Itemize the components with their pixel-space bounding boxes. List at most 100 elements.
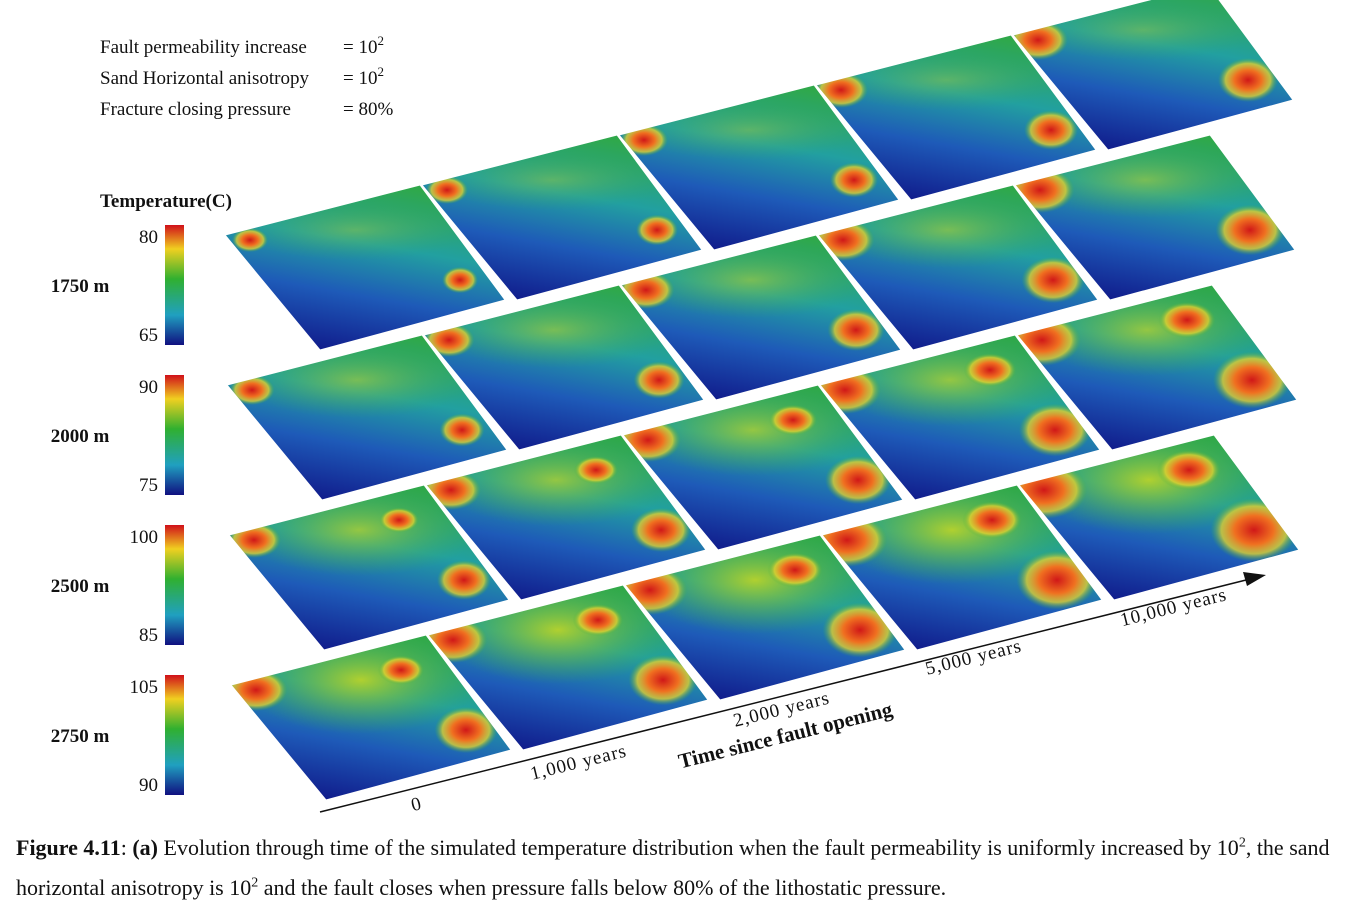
colorbar-title: Temperature(C) <box>100 191 232 212</box>
hot-spot <box>633 361 685 399</box>
surface-panel <box>625 535 905 700</box>
hot-spot <box>434 706 498 754</box>
depth-label: 2000 m <box>51 426 110 447</box>
colorbar-min: 90 <box>139 775 158 796</box>
colorbar <box>165 375 184 495</box>
hot-spot <box>231 669 288 711</box>
hot-spot <box>822 602 898 658</box>
warm-zone <box>235 200 475 260</box>
panel-edge <box>427 584 709 751</box>
panel-edge <box>821 484 1103 651</box>
hot-spot <box>574 456 618 484</box>
warm-zone <box>432 150 672 210</box>
hot-spot <box>1024 110 1078 150</box>
param-name: Fracture closing pressure <box>100 99 291 120</box>
panel-edge <box>230 634 512 801</box>
hot-spot <box>825 455 891 505</box>
panel-edge <box>421 134 703 301</box>
hot-spot <box>1158 301 1216 339</box>
panel-edge <box>819 334 1101 501</box>
param-exponent: 2 <box>377 33 384 48</box>
colorbar-max: 100 <box>130 527 159 548</box>
surface-panel <box>227 335 507 500</box>
hot-spot <box>377 655 425 685</box>
hot-spot <box>426 176 468 204</box>
hot-spot <box>631 508 691 552</box>
param-name: Fault permeability increase <box>100 37 307 58</box>
panel-edge <box>423 284 705 451</box>
caption-text: and the fault closes when pressure falls… <box>258 875 947 900</box>
surface-panel <box>229 485 509 650</box>
panel-edge <box>224 184 506 351</box>
panel-edge <box>817 184 1099 351</box>
panel-edge <box>620 234 902 401</box>
warm-zone <box>629 100 869 160</box>
hot-spot <box>229 522 281 558</box>
caption-sup: 2 <box>1238 835 1246 851</box>
surface-panel <box>621 235 901 400</box>
depth-label: 2750 m <box>51 726 110 747</box>
panel-edge <box>425 434 707 601</box>
hot-spot <box>767 552 823 588</box>
hot-spot <box>439 413 485 447</box>
param-name: Sand Horizontal anisotropy <box>100 68 309 89</box>
surface-panel <box>822 485 1102 650</box>
param-value: = 80% <box>343 99 393 120</box>
panel-edge <box>618 84 900 251</box>
time-axis <box>319 578 1251 813</box>
colorbar-min: 75 <box>139 475 158 496</box>
hot-spot <box>768 404 818 436</box>
colorbar <box>165 675 184 795</box>
hot-spot <box>379 507 419 533</box>
hot-spot <box>628 654 698 706</box>
panel-edge <box>1014 134 1296 301</box>
panel-edge <box>1012 0 1294 151</box>
colorbar-min: 85 <box>139 625 158 646</box>
caption-text: (a) <box>132 835 158 860</box>
hot-spot <box>1215 204 1285 256</box>
panel-edge <box>1016 284 1298 451</box>
time-label: 0 <box>409 793 424 816</box>
colorbar-max: 105 <box>130 677 159 698</box>
panel-edge <box>624 534 906 701</box>
depth-label: 1750 m <box>51 276 110 297</box>
hot-spot <box>442 266 478 294</box>
time-arrow <box>1243 572 1266 586</box>
panel-edge <box>1018 434 1300 601</box>
param-value: = 102 <box>343 64 384 89</box>
colorbar-max: 80 <box>139 227 158 248</box>
panels <box>224 0 1300 801</box>
caption-sup: 2 <box>251 875 259 891</box>
param-exponent: 2 <box>377 64 384 79</box>
hot-spot <box>962 501 1022 539</box>
hot-spot <box>229 375 275 405</box>
colorbar-max: 90 <box>139 377 158 398</box>
depth-label: 2500 m <box>51 576 110 597</box>
param-value: = 102 <box>343 33 384 58</box>
hot-spot <box>437 560 491 600</box>
panel-edge <box>815 34 1097 201</box>
colorbar <box>165 525 184 645</box>
hot-spot <box>830 162 878 198</box>
colorbar-min: 65 <box>139 325 158 346</box>
hot-spot <box>963 353 1017 387</box>
hot-spot <box>636 214 678 246</box>
colorbar <box>165 225 184 345</box>
hot-spot <box>827 309 885 351</box>
hot-spot <box>1021 256 1085 304</box>
hot-spot <box>1218 58 1278 102</box>
panel-edge <box>228 484 510 651</box>
caption-text: Evolution through time of the simulated … <box>158 835 1239 860</box>
caption: Figure 4.11: (a) Evolution through time … <box>16 828 1346 908</box>
caption-text: , the sand horizontal anisotropy is 10 <box>16 835 1330 900</box>
panel-edge <box>226 334 508 501</box>
hot-spot <box>572 603 624 637</box>
caption-text: Figure 4.11 <box>16 835 121 860</box>
hot-spot <box>232 228 268 252</box>
caption-text: : <box>120 835 133 860</box>
hot-spot <box>1157 449 1221 491</box>
panel-edge <box>622 384 904 551</box>
hot-spot <box>1019 403 1091 457</box>
figure: Temperature(C) Time since fault opening … <box>51 0 1300 816</box>
